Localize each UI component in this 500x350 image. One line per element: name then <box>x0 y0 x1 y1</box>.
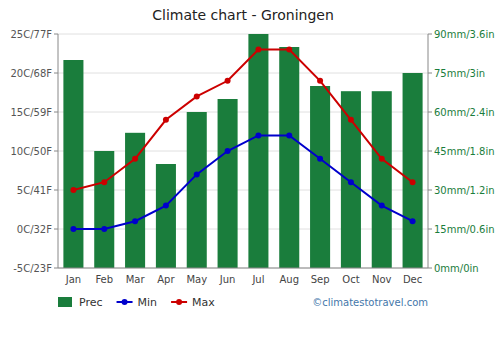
line <box>73 50 412 190</box>
y2-tick <box>428 34 432 35</box>
y-tick <box>54 73 58 74</box>
bar <box>63 60 83 268</box>
legend: Prec Min Max <box>58 296 215 309</box>
bar <box>403 73 423 268</box>
point <box>348 179 354 185</box>
y-tick-label: 25C/77F <box>10 29 52 40</box>
y-tick-label: 5C/41F <box>17 185 52 196</box>
point <box>225 78 231 84</box>
bar <box>125 133 145 268</box>
x-tick-label: Oct <box>342 274 359 285</box>
point <box>286 47 292 53</box>
y-tick-label: -5C/23F <box>13 263 52 274</box>
point <box>132 218 138 224</box>
y-tick <box>54 34 58 35</box>
point <box>225 148 231 154</box>
legend-label: Prec <box>79 296 103 309</box>
axes: -5C/23F 0C/32F 5C/41F 10C/50F 15C/59F 20C/68F… <box>10 29 494 286</box>
x-tick-label: Jan <box>65 274 81 285</box>
x-tick-label: May <box>186 274 207 285</box>
point <box>410 218 416 224</box>
y2-tick-label: 45mm/1.8in <box>434 146 495 157</box>
y2-tick-label: 60mm/2.4in <box>434 107 495 118</box>
point <box>101 226 107 232</box>
bar <box>187 112 207 268</box>
x-axis-line <box>58 268 428 269</box>
bar <box>341 91 361 268</box>
point <box>317 156 323 162</box>
y-tick <box>54 151 58 152</box>
y-tick <box>54 112 58 113</box>
point <box>163 203 169 209</box>
line <box>73 135 412 229</box>
grid-line <box>58 268 428 269</box>
y2-tick <box>428 151 432 152</box>
bar <box>218 99 238 268</box>
y2-tick <box>428 190 432 191</box>
annotation: ©climatestotravel.com <box>312 297 428 308</box>
y2-tick-label: 15mm/0.6in <box>434 224 495 235</box>
grid-line <box>58 34 428 35</box>
point <box>379 156 385 162</box>
y2-tick <box>428 268 432 269</box>
legend-marker <box>176 299 182 305</box>
y-tick-label: 20C/68F <box>10 68 52 79</box>
y-tick-label: 10C/50F <box>10 146 52 157</box>
y2-tick <box>428 73 432 74</box>
bar <box>310 86 330 268</box>
point <box>132 156 138 162</box>
point <box>348 117 354 123</box>
point <box>70 226 76 232</box>
bar <box>248 34 268 268</box>
point <box>255 47 261 53</box>
y2-tick-label: 90mm/3.6in <box>434 29 495 40</box>
chart: Climate chart - Groningen -5C/23F 0C/32F 5C… <box>0 0 500 350</box>
y-tick <box>54 229 58 230</box>
x-tick-label: Aug <box>279 274 299 285</box>
bar <box>279 47 299 268</box>
grid <box>58 34 428 268</box>
point <box>101 179 107 185</box>
y-tick <box>54 190 58 191</box>
point <box>410 179 416 185</box>
x-tick-label: Nov <box>372 274 392 285</box>
y2-tick <box>428 112 432 113</box>
plot-area <box>63 34 422 268</box>
bar <box>372 91 392 268</box>
x-tick-label: Mar <box>126 274 146 285</box>
legend-swatch <box>58 297 72 307</box>
x-tick-label: Apr <box>157 274 175 285</box>
x-tick-label: Dec <box>403 274 422 285</box>
y2-tick <box>428 229 432 230</box>
legend-label: Min <box>138 296 158 309</box>
x-tick-label: Jun <box>219 274 236 285</box>
bar <box>156 164 176 268</box>
y2-tick-label: 75mm/3in <box>434 68 485 79</box>
y2-tick-label: 30mm/1.2in <box>434 185 495 196</box>
point <box>255 132 261 138</box>
point <box>163 117 169 123</box>
bar <box>94 151 114 268</box>
legend-label: Max <box>192 296 215 309</box>
y-tick-label: 0C/32F <box>17 224 52 235</box>
point <box>194 171 200 177</box>
point <box>194 93 200 99</box>
x-tick-label: Sep <box>311 274 330 285</box>
point <box>286 132 292 138</box>
title: Climate chart - Groningen <box>152 7 334 23</box>
y2-tick-label: 0mm/0in <box>434 263 479 274</box>
y-tick <box>54 268 58 269</box>
x-tick-label: Feb <box>95 274 113 285</box>
legend-marker <box>122 299 128 305</box>
grid-line <box>58 73 428 74</box>
point <box>70 187 76 193</box>
point <box>379 203 385 209</box>
point <box>317 78 323 84</box>
y-tick-label: 15C/59F <box>10 107 52 118</box>
x-tick-label: Jul <box>251 274 264 285</box>
